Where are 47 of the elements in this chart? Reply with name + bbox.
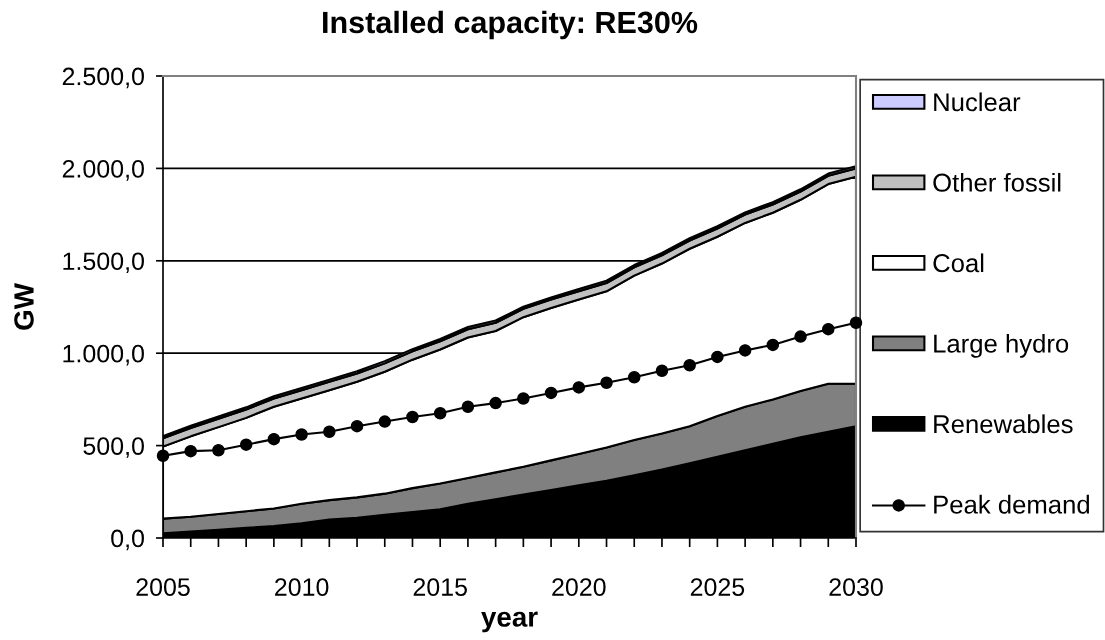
point (544, 386, 558, 400)
x-tick-label: 2010 (275, 578, 329, 596)
point (295, 428, 308, 441)
point (239, 438, 253, 451)
y-tick-label: 2.500,0 (62, 67, 144, 89)
point (683, 358, 696, 372)
y-tick-label: 500,0 (83, 437, 144, 458)
point (156, 449, 170, 463)
y-axis-title: GW (14, 283, 34, 330)
y-tick-label: 0,0 (111, 529, 144, 551)
y-tick-label: 2.000,0 (62, 160, 144, 181)
legend-label: Renewables (934, 414, 1073, 434)
point (184, 444, 197, 458)
point (323, 425, 336, 438)
point (517, 392, 530, 405)
point (600, 376, 613, 390)
point (461, 400, 475, 414)
legend-label: Peak demand (934, 494, 1089, 514)
point (489, 396, 502, 410)
legend-label: Other fossil (933, 172, 1061, 192)
point (766, 338, 780, 352)
point (822, 322, 835, 336)
point (711, 350, 724, 364)
point (572, 381, 586, 394)
x-tick-label: 2030 (829, 578, 883, 596)
x-tick-label: 2020 (552, 578, 606, 596)
x-tick-label: 2025 (690, 578, 745, 596)
x-axis-title: year (481, 611, 538, 633)
point (627, 370, 641, 384)
point (406, 410, 419, 424)
x-tick-label: 2015 (413, 578, 467, 596)
point (350, 419, 364, 433)
point (212, 443, 225, 457)
point (849, 316, 863, 329)
legend-label: Nuclear (934, 92, 1021, 112)
point (433, 407, 447, 420)
chart-title: Installed capacity: RE30% (323, 10, 698, 40)
legend-label: Coal (933, 253, 984, 273)
point (267, 432, 281, 446)
legend-label: Large hydro (934, 333, 1069, 358)
point (655, 364, 669, 378)
point (378, 415, 392, 428)
y-tick-label: 1.500,0 (63, 252, 144, 274)
point (738, 344, 752, 357)
y-tick-label: 1.000,0 (63, 344, 144, 366)
point (794, 330, 807, 343)
x-tick-label: 2005 (136, 578, 190, 596)
